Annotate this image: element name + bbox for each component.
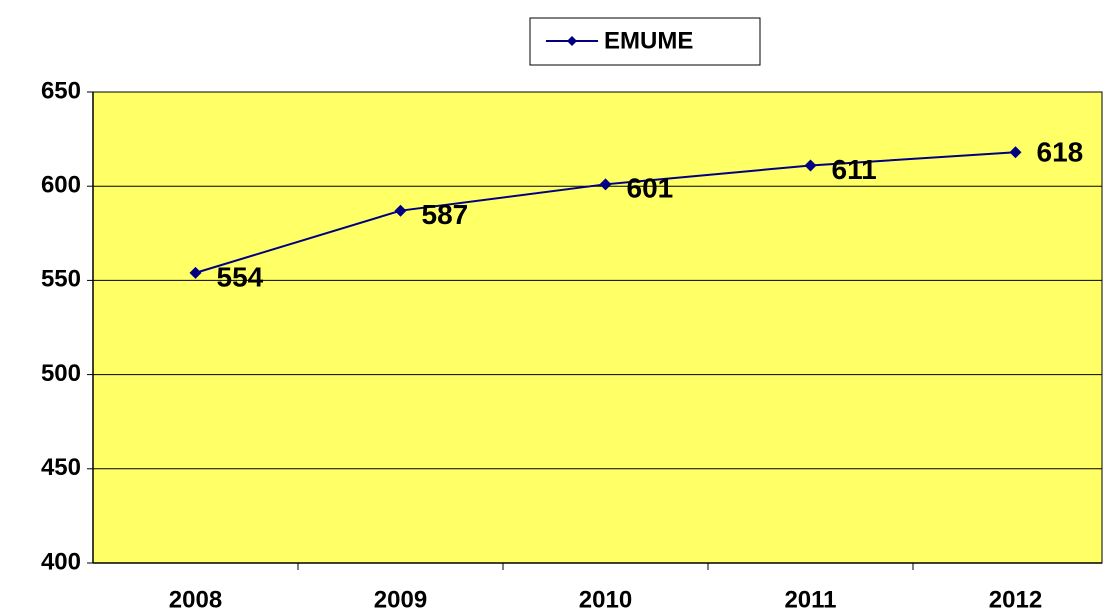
data-label: 618: [1037, 137, 1084, 168]
data-label: 587: [422, 199, 469, 230]
legend-label: EMUME: [604, 27, 693, 54]
data-label: 611: [832, 154, 877, 185]
x-tick-label: 2011: [784, 586, 836, 612]
marker: [1009, 146, 1022, 159]
x-tick-label: 2009: [374, 586, 427, 612]
x-tick-label: 2012: [989, 586, 1042, 612]
y-tick-label: 400: [41, 548, 81, 575]
plot-area: [92, 91, 1103, 564]
x-tick-label: 2010: [579, 586, 632, 612]
y-tick-label: 550: [41, 266, 81, 293]
data-label: 554: [217, 261, 264, 292]
y-tick-label: 450: [41, 454, 81, 481]
y-tick-label: 500: [41, 360, 81, 387]
marker: [804, 159, 817, 172]
y-tick-label: 650: [41, 77, 81, 104]
marker: [189, 266, 202, 279]
legend-marker: [567, 36, 577, 46]
data-label: 601: [627, 173, 674, 204]
marker: [599, 178, 612, 191]
y-tick-label: 600: [41, 172, 81, 199]
marker: [394, 204, 407, 217]
x-tick-label: 2008: [169, 586, 222, 612]
